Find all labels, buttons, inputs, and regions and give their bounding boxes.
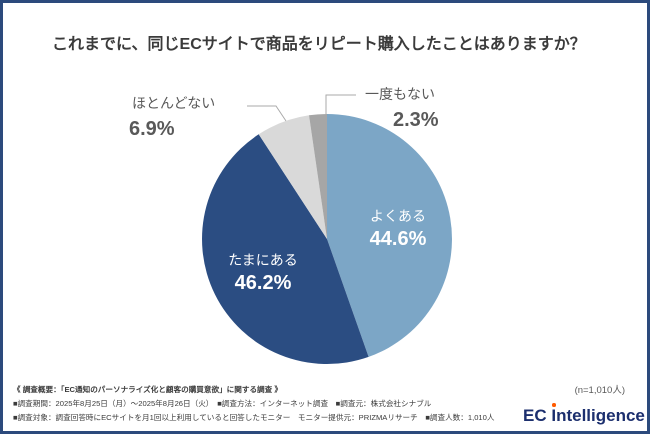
svg-text:ほとんどない: ほとんどない	[132, 95, 215, 111]
svg-text:よくある: よくある	[370, 208, 426, 224]
svg-text:44.6%: 44.6%	[370, 228, 427, 250]
svg-text:46.2%: 46.2%	[235, 272, 292, 294]
svg-text:6.9%: 6.9%	[129, 118, 175, 140]
svg-text:たまにある: たまにある	[228, 252, 298, 268]
svg-text:2.3%: 2.3%	[393, 109, 439, 131]
svg-text:一度もない: 一度もない	[365, 86, 435, 102]
